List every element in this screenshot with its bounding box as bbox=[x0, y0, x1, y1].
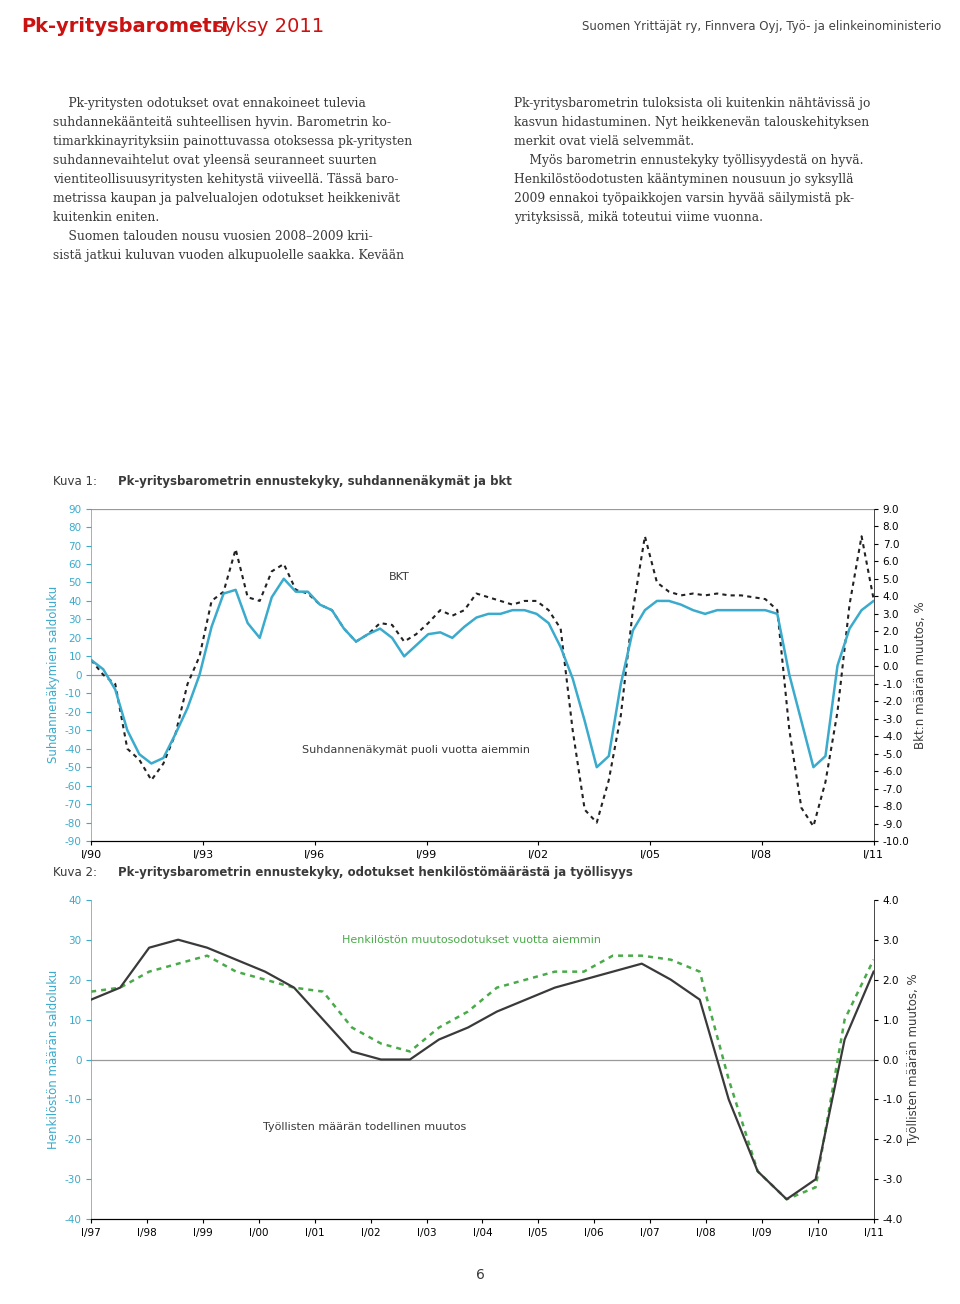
Text: Suomen Yrittäjät ry, Finnvera Oyj, Työ- ja elinkeinoministerio: Suomen Yrittäjät ry, Finnvera Oyj, Työ- … bbox=[582, 20, 941, 33]
Text: Pk-yritysten odotukset ovat ennakoineet tulevia
suhdannekäänteitä suhteellisen h: Pk-yritysten odotukset ovat ennakoineet … bbox=[53, 96, 412, 262]
Text: 6: 6 bbox=[475, 1267, 485, 1282]
Text: Kuva 2:: Kuva 2: bbox=[53, 866, 105, 879]
Text: Pk-yritysbarometrin ennustekyky, odotukset henkilöstömäärästä ja työllisyys: Pk-yritysbarometrin ennustekyky, odotuks… bbox=[118, 866, 633, 879]
Text: Pk-yritysbarometrin tuloksista oli kuitenkin nähtävissä jo
kasvun hidastuminen. : Pk-yritysbarometrin tuloksista oli kuite… bbox=[514, 96, 870, 224]
Y-axis label: Bkt:n määrän muutos, %: Bkt:n määrän muutos, % bbox=[914, 601, 926, 748]
Text: Kuva 1:: Kuva 1: bbox=[53, 475, 105, 488]
Y-axis label: Työllisten määrän muutos, %: Työllisten määrän muutos, % bbox=[907, 974, 920, 1145]
Text: Henkilöstön muutosodotukset vuotta aiemmin: Henkilöstön muutosodotukset vuotta aiemm… bbox=[342, 935, 601, 945]
Text: BKT: BKT bbox=[389, 572, 409, 582]
Text: Työllisten määrän todellinen muutos: Työllisten määrän todellinen muutos bbox=[263, 1121, 467, 1132]
Text: Pk-yritysbarometrin ennustekyky, suhdannenäkymät ja bkt: Pk-yritysbarometrin ennustekyky, suhdann… bbox=[118, 475, 512, 488]
Text: Pk-yritysbarometri: Pk-yritysbarometri bbox=[21, 17, 228, 35]
Text: syksy 2011: syksy 2011 bbox=[214, 17, 324, 35]
Text: –: – bbox=[187, 17, 209, 35]
Text: Suhdannenäkymät puoli vuotta aiemmin: Suhdannenäkymät puoli vuotta aiemmin bbox=[302, 745, 531, 755]
Y-axis label: Suhdannenäkymien saldoluku: Suhdannenäkymien saldoluku bbox=[47, 587, 60, 763]
Y-axis label: Henkilöstön määrän saldoluku: Henkilöstön määrän saldoluku bbox=[47, 970, 60, 1149]
